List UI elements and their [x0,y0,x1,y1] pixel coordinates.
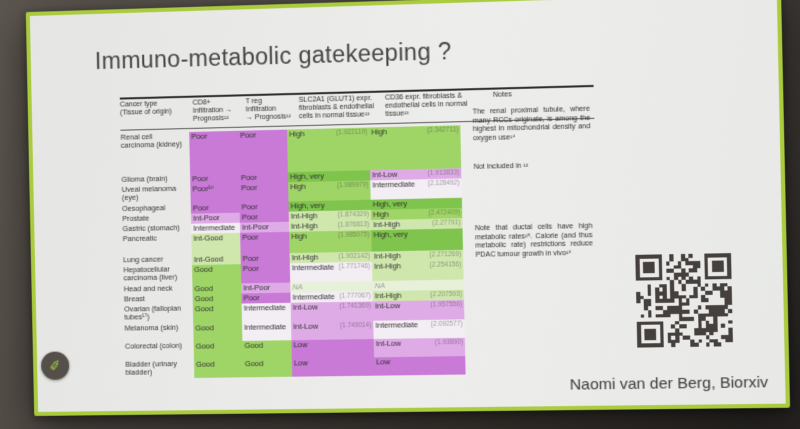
cell-cd8 [189,158,239,174]
cancer-type-label: Colorectal (colon) [124,340,182,351]
cell-slc2a1: High (1.989979) [288,180,371,202]
cell-slc2a1: Intermediate (1.771746) [289,261,373,283]
note-text: Note that ductal cells have high metabol… [474,222,593,259]
cell-cd8: Good [193,358,244,378]
cancer-type-label: Bladder (urinary bladder) [125,358,178,378]
cancer-type-label: Melanoma (skin) [124,322,179,333]
cell-slc2a1: Int-Low (1.741369) [290,301,374,322]
cell-treg: Good [242,339,292,359]
header-cd8: CD8+ Infiltration → Prognosis¹² [192,99,233,124]
cancer-type-label: Renal cell carcinoma (kidney) [120,131,183,151]
header-treg: T reg Infiltration → Prognosis¹² [245,97,291,122]
cell-treg: Good [242,358,293,377]
note-text: The renal proximal tubule, where many RC… [472,105,591,143]
slide-title: Immuno-metabolic gatekeeping ? [94,37,452,75]
cell-cd36: Int-Low (1.957556) [372,299,465,321]
cell-cd36: Int-Low (1.93890) [373,337,466,357]
cell-cd8: Good [193,322,243,342]
cell-cd36: Int-High (2.254156) [371,259,464,281]
cell-cd8: Poor [189,130,239,160]
cell-treg [238,157,288,173]
cell-slc2a1: Low [291,356,375,377]
cell-slc2a1: High (1.922119) [286,127,370,158]
cell-cd8: Good [191,263,242,284]
cell-cd36: Low [374,355,466,376]
cell-cd8: Good [192,303,243,324]
cell-treg: Poor [237,129,288,159]
attribution: Naomi van der Berg, Biorxiv [569,373,769,394]
pencil-icon: ✐ [48,356,63,375]
qr-code [635,253,733,348]
pen-logo: ✐ [40,351,70,380]
cell-cd36: Intermediate (2.092577) [373,318,465,339]
cell-treg: Intermediate [242,321,292,341]
cell-cd36: High (2.342711) [369,124,461,156]
cell-treg: Intermediate [241,302,292,323]
cell-cd8: Good [193,340,243,360]
header-slc2a1: SLC2A1 (GLUT1) expr. fibroblasts & endot… [298,94,375,121]
header-cancer-type: Cancer type (Tissue of origin) [119,100,172,117]
cancer-type-label: Uveal melanoma (eye) [121,183,177,203]
cell-cd8: Poor¹⁰ [190,182,240,204]
header-cd36: CD36 expr. fibroblasts & endothelial cel… [384,92,468,119]
qr-code-image [635,253,733,348]
cell-cd36: Intermediate (2.128492) [370,177,462,200]
data-table: Cancer type (Tissue of origin) CD8+ Infi… [119,84,600,378]
cancer-type-label: Hepatocellular carcinoma (liver) [123,264,178,283]
cell-treg: Poor [239,181,289,203]
cancer-type-label: Ovarian (fallopian tubes¹⁷) [124,303,182,322]
cell-treg: Poor [240,262,291,283]
cell-slc2a1: Int-Low (1.749014) [291,320,374,340]
slide: Immuno-metabolic gatekeeping ? Cancer ty… [25,0,791,416]
cell-slc2a1: Low [291,338,375,359]
cell-cd8: Int-Good [191,232,241,245]
